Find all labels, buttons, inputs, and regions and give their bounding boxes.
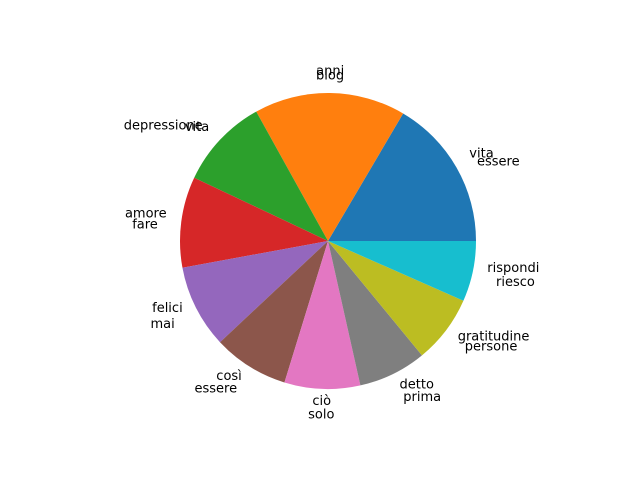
slice-label-10-2: riesco: [496, 275, 535, 290]
slice-label-7-2: solo: [308, 407, 334, 422]
slice-label-10-1: rispondi: [487, 261, 539, 276]
pie-slice-8: [328, 241, 422, 386]
slice-label-5-1: felici: [152, 301, 183, 316]
pie-slice-3: [194, 111, 328, 241]
slice-label-8-1: detto: [400, 377, 434, 392]
slice-label-1-1: vita: [469, 147, 493, 162]
slice-label-2-1: blog: [316, 68, 344, 83]
slice-label-3-1: vita: [185, 120, 209, 135]
pie-labels: vitaessereblogannivitadepressioneamorefa…: [124, 64, 540, 422]
slice-label-1-2: essere: [477, 154, 520, 169]
slice-label-2-2: anni: [316, 64, 344, 79]
pie-slices: [180, 92, 476, 389]
slice-label-6-2: essere: [194, 382, 237, 397]
pie-slice-7: [284, 241, 361, 389]
slice-label-7-1: ciò: [312, 394, 331, 409]
pie-slice-5: [182, 241, 328, 343]
slice-label-5-2: mai: [150, 317, 174, 332]
slice-label-9-2: persone: [465, 340, 518, 355]
pie-slice-2: [256, 92, 404, 242]
pie-slice-1: [328, 113, 476, 241]
slice-label-3-2: depressione: [124, 119, 203, 134]
slice-label-6-1: così: [216, 369, 242, 384]
slice-label-4-2: fare: [132, 217, 158, 232]
slice-label-4-1: amore: [125, 206, 167, 221]
pie-slice-9: [328, 241, 464, 356]
pie-slice-6: [220, 241, 328, 383]
pie-slice-4: [180, 177, 328, 268]
slice-label-8-2: prima: [403, 390, 441, 405]
slice-label-9-1: gratitudine: [458, 330, 530, 345]
pie-slice-10: [328, 241, 476, 301]
